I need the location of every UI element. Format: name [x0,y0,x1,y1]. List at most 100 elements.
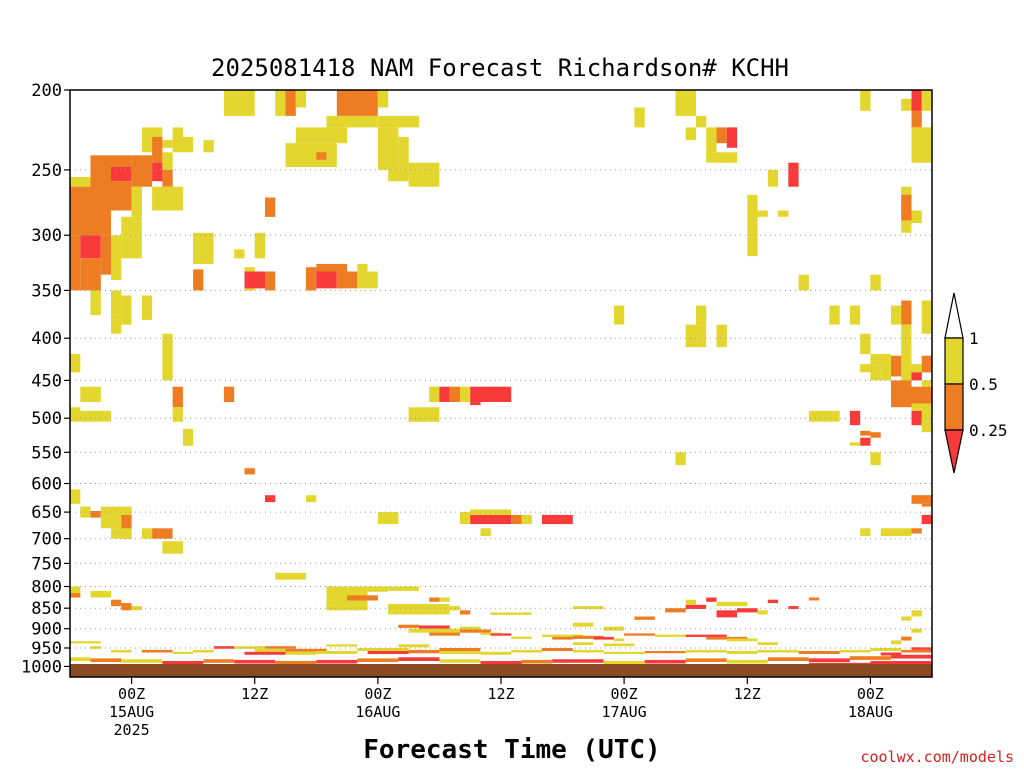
ri-cell [706,152,737,163]
ri-cell [439,386,450,402]
y-tick-label: 600 [31,475,62,495]
ri-cell [429,632,460,636]
ri-cell [100,235,112,275]
ri-cell [70,407,81,411]
ri-cell [316,263,348,272]
ri-cell [788,606,799,610]
ri-cell [265,271,276,291]
ri-cell [849,305,861,325]
ri-cell [316,651,358,654]
y-axis-ticks: 200 250 300 350 400 450 500 550 600 650 700 750 8008… [21,81,70,677]
ri-cell [891,305,902,325]
ri-cell [706,127,717,153]
ri-cell [891,654,932,659]
y-tick-label: 700 [31,530,62,550]
plot-border [69,89,933,678]
ri-cell [757,610,768,615]
y-tick-label: 950 [31,639,62,659]
y-tick-label: 850 [31,599,62,619]
ri-cell [162,152,173,170]
ri-cell [285,648,327,652]
ri-cell [265,495,276,503]
ri-cell [757,642,778,645]
x-tick-label: 00Z [364,685,391,703]
ri-cell [408,407,440,422]
ri-cell [685,127,696,141]
ri-cell [408,649,440,654]
ri-cell [70,657,91,661]
ri-cell [398,644,430,648]
ri-cell [70,235,81,291]
ri-cell [439,648,481,651]
ri-cell [675,452,686,466]
ri-cell [911,495,932,504]
ri-cell [398,657,440,661]
y-tick-label: 300 [31,226,62,246]
ri-cell [685,634,727,637]
ri-cell [685,604,707,609]
ri-cell [654,634,686,637]
ri-cell [234,659,276,664]
ri-cell [921,90,932,111]
ri-cell [880,528,891,537]
ri-cell [460,626,481,630]
ri-cell [336,90,378,116]
ri-cell [757,649,799,653]
ri-cell [726,638,758,642]
ri-cell [798,274,809,291]
ri-cell [880,652,902,656]
ri-cell [572,649,604,653]
ri-cell [511,636,532,639]
ri-cell [439,651,481,654]
ri-cell [593,636,614,640]
ri-cell [911,610,922,617]
ri-cell [542,634,583,637]
ri-cell [706,636,748,640]
ri-cell [696,305,707,325]
ri-cell [901,186,912,195]
ri-cell [511,514,522,525]
ri-cell [778,210,789,217]
ri-cell [490,633,512,636]
ri-cell [223,386,235,402]
ri-cell [162,541,183,554]
ri-cell [121,216,142,236]
ri-cell [521,659,553,664]
ri-cell [911,210,922,224]
ri-cell [326,586,368,611]
x-tick-label: 12Z [241,685,268,703]
ri-cell [624,633,655,636]
ri-cell [90,155,111,236]
ri-cell [891,528,912,537]
ri-cell [737,608,758,613]
ri-cell [244,468,255,475]
ri-cell [665,608,686,613]
ri-cell [860,90,871,111]
ri-cell [295,127,348,144]
plot-frame [69,89,933,678]
ri-cell [111,315,122,334]
ri-cell [152,186,183,211]
ri-cell [901,300,912,325]
ri-cell [901,98,912,111]
ri-cell [839,649,871,653]
legend-bin-white [944,292,964,339]
ri-cell [80,258,101,291]
ri-cell [911,386,932,404]
ri-cell [911,403,922,411]
legend-label: 0.25 [969,421,1008,440]
ri-cell [921,127,932,137]
ri-cell [398,136,409,170]
ri-cell [572,642,594,645]
ri-cell [829,305,840,325]
ri-cell [70,354,81,373]
ri-cell [70,641,101,644]
ri-cell [849,656,891,660]
ri-cell [90,590,111,598]
ri-cell [377,127,399,170]
ri-cell [696,115,707,128]
ri-cell [716,610,737,618]
y-tick-label: 800 [31,578,62,598]
ri-cell [306,495,317,503]
ri-cell [357,263,368,272]
